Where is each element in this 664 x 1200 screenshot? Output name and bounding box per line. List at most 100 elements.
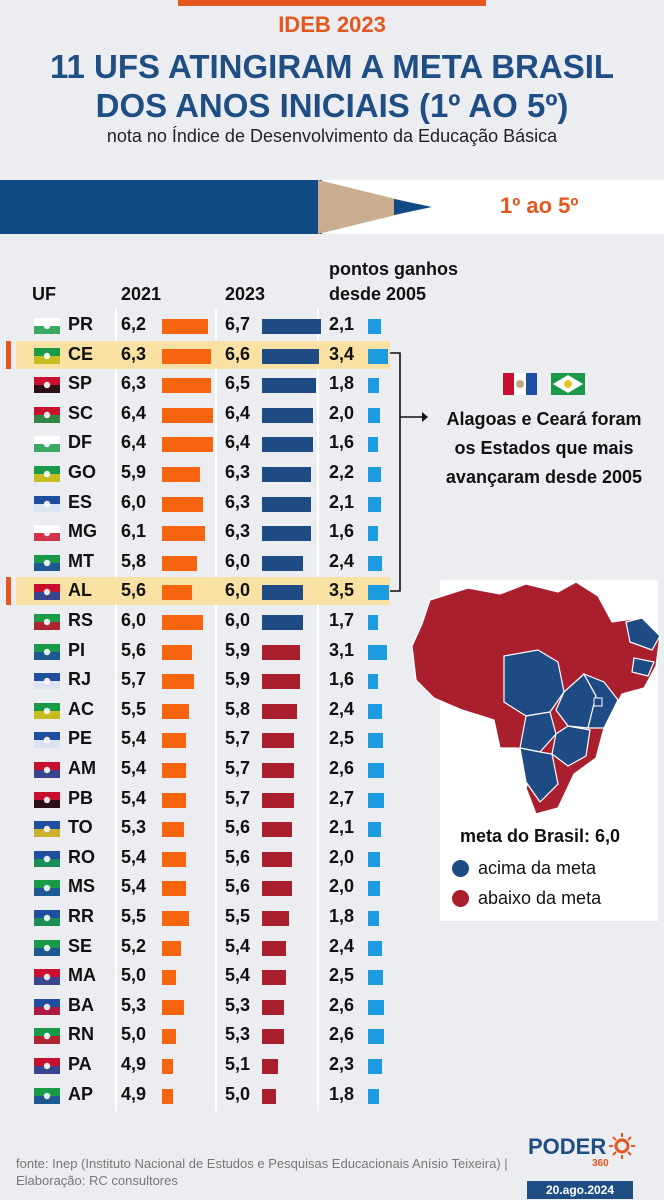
- state-flag-icon: [34, 1058, 60, 1074]
- bar-gain: [368, 763, 384, 778]
- value-gain: 2,4: [329, 698, 355, 719]
- value-2021: 5,3: [121, 817, 147, 838]
- state-flag-icon: [34, 1087, 60, 1104]
- table-row: AL 5,6 6,0 3,5: [6, 577, 390, 606]
- value-gain: 2,4: [329, 550, 355, 571]
- state-flag-icon: [34, 821, 60, 838]
- value-gain: 2,0: [329, 402, 355, 423]
- table-row: DF 6,4 6,4 1,6: [16, 429, 390, 457]
- bar-gain: [368, 467, 382, 482]
- value-gain: 2,0: [329, 846, 355, 867]
- table-row: TO 5,3 5,6 2,1: [16, 814, 390, 842]
- bar-2023: [262, 674, 300, 690]
- value-2023: 5,6: [225, 817, 251, 838]
- bar-gain: [368, 644, 387, 660]
- bar-2021: [162, 851, 187, 867]
- highlight-marker: [6, 340, 11, 369]
- uf-label: SC: [68, 402, 94, 423]
- value-2021: 6,2: [121, 314, 147, 334]
- table-row: AC 5,5 5,8 2,4: [16, 696, 390, 724]
- col-header-uf: UF: [32, 284, 56, 304]
- uf-label: RS: [68, 610, 94, 630]
- bar-gain: [368, 940, 383, 956]
- uf-label: PA: [68, 1054, 92, 1074]
- uf-label: PE: [68, 728, 93, 749]
- value-2021: 6,3: [121, 343, 147, 364]
- bar-gain: [368, 1029, 384, 1045]
- bar-gain: [368, 348, 389, 364]
- bar-2021: [162, 1088, 173, 1104]
- callout-line: Alagoas e Ceará foram: [446, 409, 642, 429]
- bar-2023: [262, 585, 303, 601]
- callout-line: avançaram desde 2005: [445, 467, 643, 487]
- value-2023: 5,1: [225, 1054, 251, 1074]
- value-2023: 5,3: [225, 994, 251, 1015]
- title-line-2: DOS ANOS INICIAIS (1º AO 5º): [95, 87, 569, 124]
- value-2021: 5,3: [121, 994, 147, 1015]
- uf-label: BA: [68, 994, 94, 1015]
- value-gain: 2,4: [329, 935, 355, 956]
- value-2021: 6,0: [121, 491, 147, 512]
- state-flag-icon: [34, 584, 60, 601]
- value-gain: 2,7: [329, 787, 355, 808]
- bar-gain: [368, 733, 383, 749]
- col-header-2023: 2023: [225, 284, 266, 304]
- bar-2021: [162, 407, 214, 423]
- table-row: MS 5,4 5,6 2,0: [16, 873, 390, 901]
- value-2021: 5,5: [121, 698, 147, 719]
- bar-2023: [262, 822, 292, 838]
- uf-label: CE: [68, 343, 94, 364]
- bar-2021: [162, 999, 184, 1015]
- value-2023: 6,3: [225, 462, 251, 482]
- bar-2021: [162, 644, 192, 660]
- value-2023: 5,7: [225, 758, 251, 778]
- legend-below-label: abaixo da meta: [478, 888, 602, 908]
- value-2023: 6,4: [225, 432, 251, 453]
- value-gain: 1,6: [329, 669, 355, 690]
- bar-2023: [262, 911, 289, 926]
- state-flag-icon: [34, 495, 60, 512]
- value-2021: 4,9: [121, 1054, 147, 1074]
- value-2021: 5,4: [121, 728, 147, 749]
- section-label: 1º ao 5º: [500, 193, 579, 218]
- table-row: AM 5,4 5,7 2,6: [16, 755, 390, 783]
- bar-2023: [262, 1029, 284, 1045]
- bar-2023: [262, 555, 303, 571]
- bar-2023: [262, 319, 322, 334]
- col-header-gain-line-1: pontos ganhos: [329, 259, 458, 279]
- value-gain: 1,6: [329, 521, 355, 542]
- bar-gain: [368, 999, 384, 1015]
- value-gain: 3,4: [329, 343, 355, 364]
- table-row: SE 5,2 5,4 2,4: [16, 933, 390, 961]
- value-2021: 5,4: [121, 787, 147, 808]
- value-2021: 5,5: [121, 906, 147, 926]
- credit-text: Elaboração: RC consultores: [16, 1173, 178, 1188]
- table-row: SC 6,4 6,4 2,0: [16, 400, 390, 428]
- bar-2021: [162, 437, 214, 453]
- ceara-flag-icon: [551, 373, 585, 395]
- state-flag-icon: [34, 525, 60, 542]
- goal-label: meta do Brasil: 6,0: [460, 826, 621, 846]
- table-row: RO 5,4 5,6 2,0: [16, 844, 390, 872]
- uf-label: MG: [68, 521, 97, 542]
- value-2023: 6,0: [225, 610, 251, 630]
- value-2021: 6,1: [121, 521, 147, 542]
- value-2021: 5,0: [121, 1024, 147, 1045]
- value-2023: 6,5: [225, 373, 251, 394]
- value-2023: 5,6: [225, 846, 251, 867]
- bar-2023: [262, 1088, 276, 1104]
- value-2021: 5,8: [121, 550, 147, 571]
- bar-2023: [262, 999, 284, 1015]
- state-flag-icon: [34, 466, 60, 482]
- value-gain: 2,6: [329, 994, 355, 1015]
- bar-gain: [368, 792, 385, 808]
- bar-2021: [162, 319, 208, 334]
- legend-above-label: acima da meta: [478, 858, 597, 878]
- value-2023: 5,7: [225, 728, 251, 749]
- table-row: PR 6,2 6,7 2,1: [16, 311, 390, 339]
- value-gain: 1,8: [329, 906, 355, 926]
- bar-2023: [262, 615, 303, 630]
- bar-gain: [368, 585, 389, 601]
- bar-2023: [262, 526, 311, 542]
- table-row: GO 5,9 6,3 2,2: [16, 459, 390, 487]
